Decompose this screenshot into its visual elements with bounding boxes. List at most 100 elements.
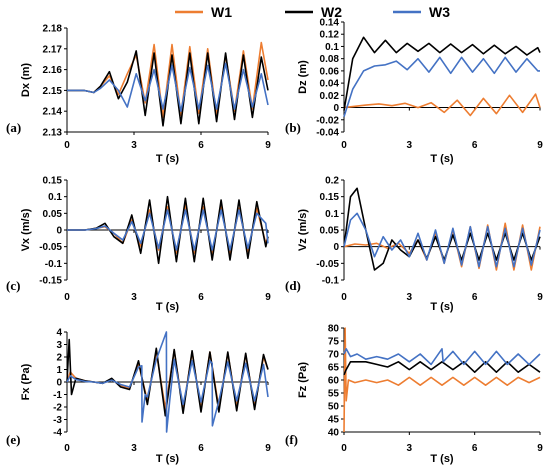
- y-tick-label: 75: [328, 337, 340, 348]
- y-tick-label: -0.05: [39, 242, 62, 253]
- x-axis-label: T (s): [430, 453, 454, 465]
- y-tick-label: 2.16: [43, 65, 63, 76]
- y-tick-label: 0: [333, 242, 339, 253]
- series-line-w1: [67, 41, 269, 119]
- x-tick-label: 0: [64, 443, 70, 454]
- y-tick-label: 1: [56, 365, 62, 376]
- y-axis-label: Fz (Pa): [297, 362, 309, 398]
- panel-label: (e): [6, 432, 20, 447]
- x-tick-label: 9: [265, 140, 271, 151]
- series-line-w3: [66, 331, 269, 433]
- series-line-w3: [343, 212, 541, 268]
- x-tick-label: 9: [537, 140, 543, 151]
- y-axis-label: Dz (m): [297, 60, 309, 94]
- x-tick-label: 0: [64, 140, 70, 151]
- y-tick-label: -0.15: [39, 276, 62, 287]
- y-axis-label: Fx (Pa): [20, 363, 32, 400]
- series-line-w2: [343, 36, 541, 111]
- series-line-w3: [343, 56, 540, 117]
- panel-label: (b): [285, 120, 301, 135]
- y-tick-label: -0.02: [316, 115, 339, 126]
- y-tick-label: 2.17: [43, 44, 63, 55]
- x-tick-label: 3: [131, 292, 137, 303]
- y-tick-label: 4: [56, 328, 62, 339]
- y-axis-label: Dx (m): [20, 63, 32, 98]
- x-tick-label: 9: [537, 443, 543, 454]
- y-tick-label: 70: [328, 350, 340, 361]
- y-tick-label: 0.15: [43, 176, 63, 187]
- x-tick-label: 3: [131, 443, 137, 454]
- y-tick-label: 80: [328, 324, 340, 335]
- y-tick-label: -0.04: [316, 128, 339, 139]
- x-tick-label: 0: [341, 443, 347, 454]
- panel-label: (f): [285, 432, 298, 447]
- y-tick-label: 2.18: [43, 24, 63, 35]
- x-tick-label: 6: [198, 292, 204, 303]
- x-tick-label: 3: [131, 140, 137, 151]
- y-tick-label: 60: [328, 376, 340, 387]
- y-tick-label: 40: [328, 428, 340, 439]
- y-tick-label: 0.06: [320, 66, 340, 77]
- x-tick-label: 0: [341, 292, 347, 303]
- y-tick-label: 0.04: [320, 79, 340, 90]
- legend-label: W1: [211, 4, 232, 20]
- y-tick-label: 0.08: [320, 54, 340, 65]
- y-tick-label: 0.1: [48, 192, 62, 203]
- y-axis-label: Vx (m/s): [20, 208, 32, 251]
- chart-panel-a: 2.13 2.14 2.15 2.16 2.17 2.18 0 3 6 9 T (s) Dx (m) (…: [6, 24, 271, 166]
- y-tick-label: -3: [53, 415, 62, 426]
- y-tick-label: 0: [56, 378, 62, 389]
- y-tick-label: 50: [328, 402, 340, 413]
- panel-label: (a): [6, 120, 21, 135]
- x-tick-label: 0: [64, 292, 70, 303]
- panel-label: (c): [6, 278, 20, 293]
- x-axis-label: T (s): [430, 153, 454, 165]
- chart-panel-d: -0.1 -0.05 0 0.05 0.1 0.15 0.2 0 3 6 9 T (s) Vz (m/s…: [285, 176, 543, 314]
- x-axis-label: T (s): [156, 453, 180, 465]
- y-tick-label: 0.1: [325, 209, 339, 220]
- x-tick-label: 3: [407, 140, 413, 151]
- y-tick-label: 0.05: [43, 209, 63, 220]
- y-tick-label: 2.15: [43, 86, 63, 97]
- y-tick-label: 0.12: [320, 30, 340, 41]
- series-line-w2: [343, 360, 541, 376]
- x-tick-label: 6: [198, 140, 204, 151]
- y-tick-label: -2: [53, 403, 62, 414]
- x-axis-label: T (s): [156, 301, 180, 313]
- chart-panel-f: 40 45 50 55 60 65 70 75 80 0 3 6 9 T (s) Fz (Pa) (f): [285, 324, 543, 466]
- series-line-w3: [343, 347, 541, 366]
- panel-label: (d): [285, 278, 301, 293]
- x-tick-label: 0: [341, 140, 347, 151]
- series-line-w2: [66, 338, 269, 417]
- x-tick-label: 9: [265, 443, 271, 454]
- x-axis-label: T (s): [430, 301, 454, 313]
- x-tick-label: 6: [472, 292, 478, 303]
- y-tick-label: 2.14: [43, 107, 63, 118]
- x-axis-label: T (s): [156, 153, 180, 165]
- x-tick-label: 6: [472, 443, 478, 454]
- y-tick-label: -0.05: [316, 259, 339, 270]
- panels: 2.13 2.14 2.15 2.16 2.17 2.18 0 3 6 9 T (s) Dx (m) (…: [6, 18, 543, 466]
- y-tick-label: 0.15: [320, 192, 340, 203]
- legend-label: W2: [321, 4, 342, 20]
- x-tick-label: 9: [265, 292, 271, 303]
- y-tick-label: 65: [328, 363, 340, 374]
- y-tick-label: 0.1: [325, 42, 339, 53]
- series-line-w1: [343, 93, 541, 117]
- y-tick-label: 0: [56, 226, 62, 237]
- series-line-w1: [343, 327, 541, 433]
- y-tick-label: -4: [53, 428, 62, 439]
- y-axis-label: Vz (m/s): [297, 209, 309, 252]
- y-tick-label: -0.1: [45, 259, 63, 270]
- legend-entry-w3: W3: [393, 4, 450, 20]
- x-tick-label: 6: [472, 140, 478, 151]
- y-tick-label: 0.02: [320, 91, 340, 102]
- legend-label: W3: [429, 4, 450, 20]
- y-tick-label: 0.2: [325, 176, 339, 187]
- y-tick-label: 0: [333, 103, 339, 114]
- series-line-w3: [67, 62, 269, 112]
- y-tick-label: 2.13: [43, 128, 63, 139]
- legend-entry-w2: W2: [285, 4, 342, 20]
- y-tick-label: 55: [328, 389, 340, 400]
